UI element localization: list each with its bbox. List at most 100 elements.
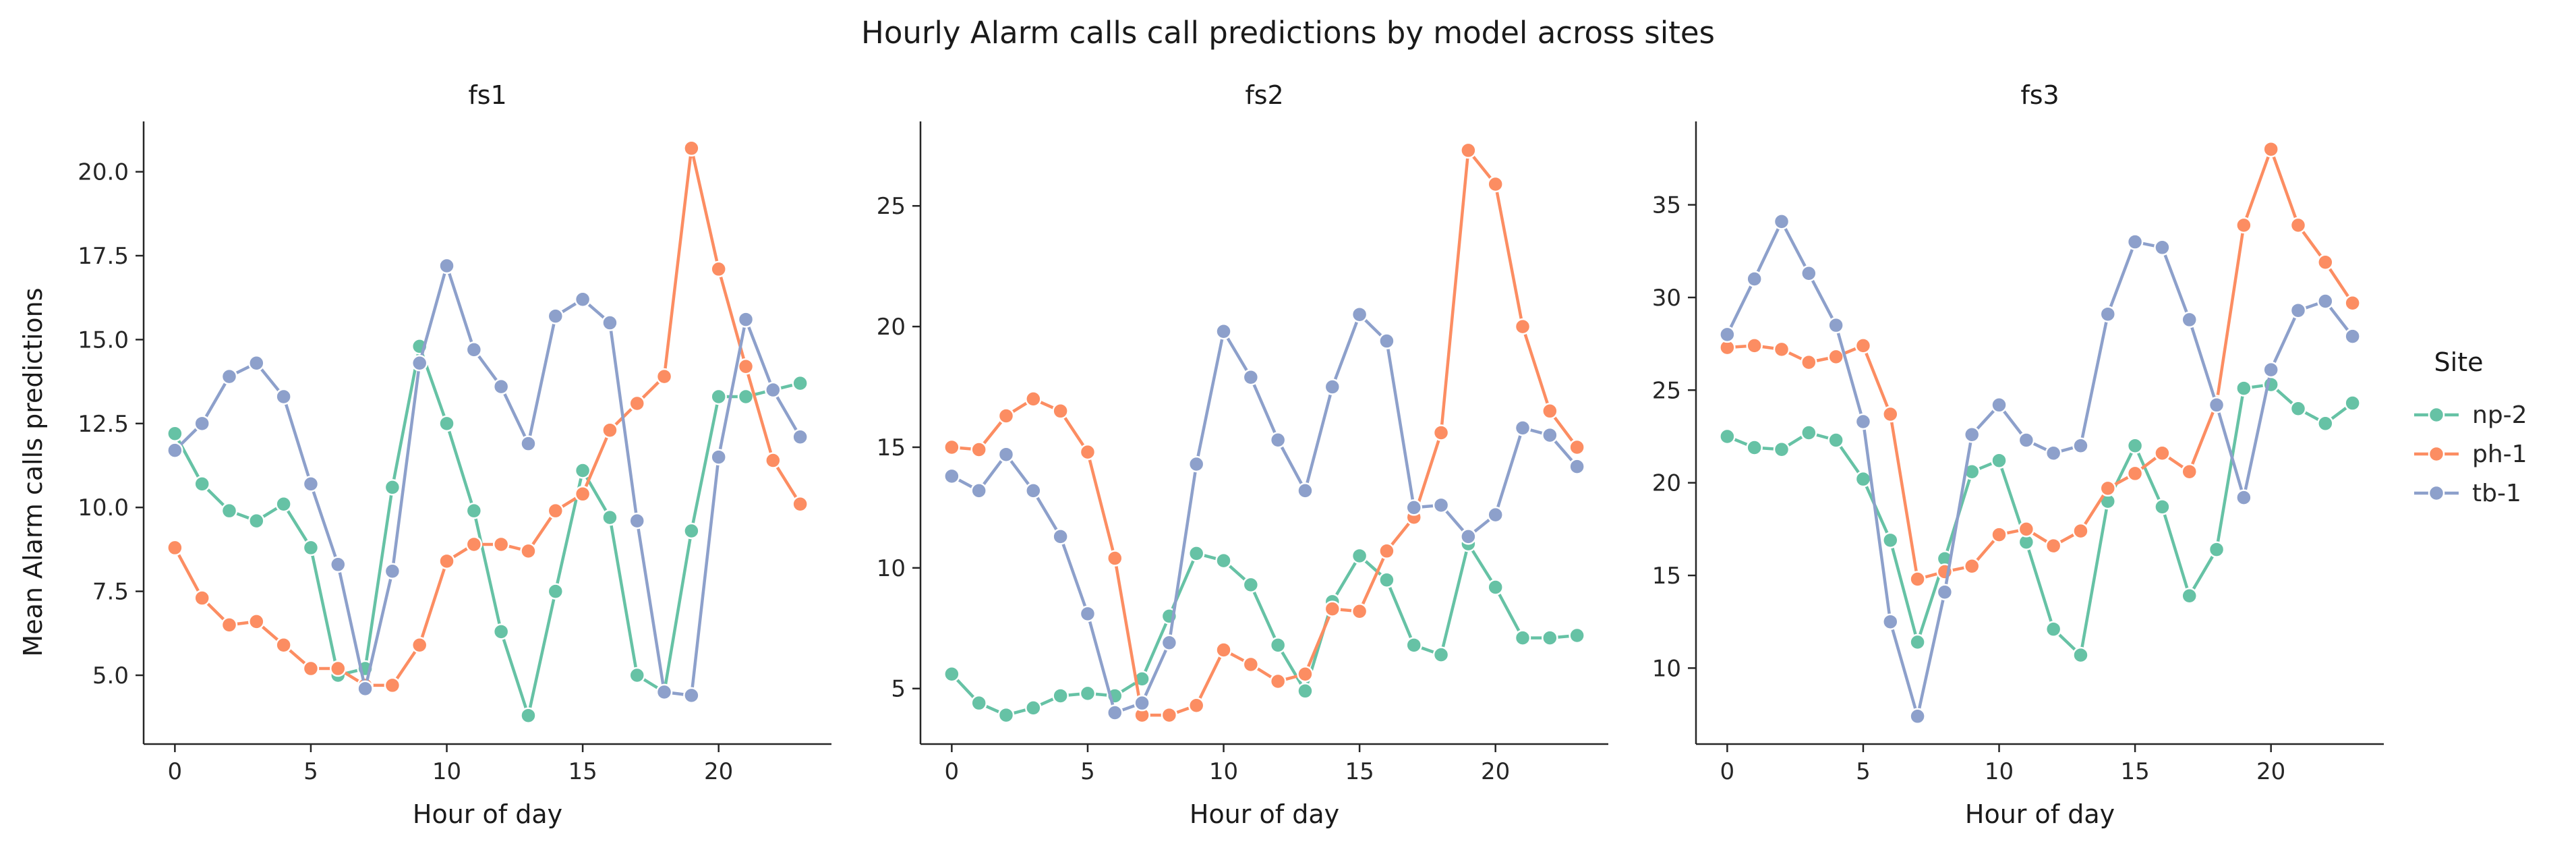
data-point-np-2 [2208,541,2225,558]
x-tick-label: 0 [1720,758,1735,785]
data-point-ph-1 [411,636,428,654]
data-point-ph-1 [1215,642,1232,658]
data-point-ph-1 [2072,522,2089,540]
legend-entry-ph-1: ph-1 [2414,441,2527,468]
data-point-ph-1 [167,539,183,557]
data-point-np-2 [1215,552,1232,569]
data-point-ph-1 [1161,706,1178,724]
data-point-tb-1 [1405,499,1422,516]
data-point-tb-1 [1324,378,1341,395]
data-point-np-2 [221,502,238,519]
panel-title: fs3 [2020,80,2059,110]
data-point-tb-1 [1487,506,1504,523]
y-tick-label: 5 [891,676,906,703]
data-point-np-2 [1242,576,1260,594]
data-point-tb-1 [628,512,645,530]
data-point-np-2 [970,694,987,712]
legend-swatch-marker [2428,445,2445,463]
data-point-ph-1 [2262,140,2279,158]
data-point-ph-1 [1514,318,1531,335]
legend-label: tb-1 [2472,480,2521,507]
y-tick-label: 5.0 [92,662,129,689]
series-np-2 [1719,376,2361,664]
data-point-tb-1 [1242,368,1260,386]
data-point-ph-1 [1487,175,1504,193]
data-point-ph-1 [765,452,782,469]
data-point-tb-1 [765,381,782,399]
data-point-tb-1 [2018,432,2035,449]
data-point-np-2 [248,512,265,530]
data-point-np-2 [438,415,455,432]
data-point-tb-1 [1909,708,1926,725]
data-point-ph-1 [2344,294,2361,312]
data-point-ph-1 [2289,217,2307,234]
series-tb-1 [167,257,809,704]
y-tick-label: 15.0 [78,326,129,353]
data-point-tb-1 [1936,584,1954,600]
series-line-np-2 [950,542,1579,717]
data-point-tb-1 [465,341,483,358]
x-tick-label: 5 [303,758,318,785]
data-point-tb-1 [602,314,618,331]
data-point-ph-1 [2045,537,2062,555]
x-tick-label: 10 [1985,758,2014,785]
x-tick-label: 0 [945,758,960,785]
data-point-np-2 [628,666,645,684]
data-point-tb-1 [792,428,809,445]
data-point-tb-1 [1542,426,1558,444]
data-point-np-2 [2317,415,2334,432]
data-point-np-2 [384,479,401,496]
data-point-tb-1 [1134,694,1150,712]
legend-label: ph-1 [2472,441,2527,468]
data-point-tb-1 [2289,302,2307,319]
data-point-ph-1 [1351,602,1368,620]
data-point-ph-1 [943,438,960,456]
data-point-ph-1 [2181,463,2198,480]
data-point-tb-1 [2126,233,2144,250]
data-point-np-2 [1378,571,1395,588]
y-tick-label: 30 [1652,285,1681,312]
data-point-np-2 [1746,439,1763,456]
data-point-np-2 [1882,532,1899,549]
data-point-np-2 [710,388,727,405]
legend-title: Site [2434,347,2484,377]
data-point-ph-1 [330,660,347,677]
y-tick-label: 25 [1652,377,1681,404]
data-point-np-2 [574,462,591,479]
data-point-np-2 [492,623,510,640]
y-tick-label: 20 [877,314,906,341]
data-point-np-2 [792,374,809,392]
data-point-tb-1 [1297,482,1314,499]
data-point-np-2 [547,583,564,600]
data-point-ph-1 [2235,217,2252,234]
data-point-ph-1 [1773,341,1790,358]
data-point-np-2 [2154,499,2171,515]
data-point-ph-1 [438,552,455,570]
data-point-np-2 [737,388,755,405]
data-point-tb-1 [302,476,320,492]
x-tick-label: 0 [168,758,183,785]
data-point-np-2 [1909,633,1926,651]
x-axis-label: Hour of day [1190,799,1339,829]
data-point-tb-1 [1432,496,1450,514]
data-point-tb-1 [1882,613,1899,630]
data-point-np-2 [1025,700,1042,716]
data-point-np-2 [302,539,320,557]
data-point-np-2 [465,502,483,519]
data-point-tb-1 [2317,293,2334,310]
data-point-ph-1 [1801,353,1817,371]
panel-title: fs2 [1245,80,1283,110]
data-point-tb-1 [997,446,1015,463]
data-point-ph-1 [1542,403,1558,420]
data-point-np-2 [1405,637,1422,654]
legend-entry-np-2: np-2 [2414,401,2527,429]
data-point-np-2 [1487,579,1504,596]
data-point-ph-1 [2126,465,2144,482]
data-point-tb-1 [2072,437,2089,454]
data-point-np-2 [1432,646,1450,663]
data-point-ph-1 [547,502,564,519]
data-point-ph-1 [1297,666,1314,683]
data-point-np-2 [275,495,292,513]
legend-label: np-2 [2472,401,2527,429]
